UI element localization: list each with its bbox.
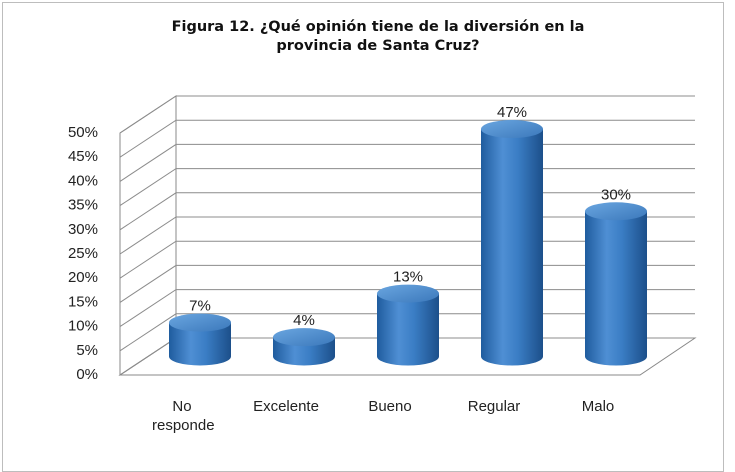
y-tick-label: 5% xyxy=(76,342,98,359)
page: Figura 12. ¿Qué opinión tiene de la dive… xyxy=(2,2,724,472)
value-label: 4% xyxy=(293,312,315,329)
cylinder-top xyxy=(273,328,335,347)
value-label: 47% xyxy=(497,104,527,121)
cylinder xyxy=(585,211,647,366)
cylinder-top xyxy=(377,284,439,303)
y-tick-label: 0% xyxy=(76,366,98,383)
value-label: 13% xyxy=(393,269,423,286)
cylinder-top xyxy=(481,120,543,139)
x-tick-label: Excelente xyxy=(253,398,319,415)
y-tick-label: 40% xyxy=(68,172,98,189)
y-tick-label: 25% xyxy=(68,245,98,262)
grid-line xyxy=(119,143,695,182)
cylinder xyxy=(481,129,543,366)
chart: 0% 5% 10% 15% 20% 25% 30% 35% 40% 45% 50% 7% 4% 13% 47… xyxy=(68,95,697,383)
cylinder-top xyxy=(585,202,647,221)
y-tick-label: 35% xyxy=(68,197,98,214)
cylinder xyxy=(169,322,231,366)
y-tick-label: 15% xyxy=(68,293,98,310)
grid-line xyxy=(119,95,695,134)
x-tick-label: No responde xyxy=(152,398,215,434)
y-tick-label: 45% xyxy=(68,148,98,165)
x-tick-label: Bueno xyxy=(368,398,412,415)
y-tick-label: 20% xyxy=(68,269,98,286)
y-tick-label: 50% xyxy=(68,124,98,141)
x-tick-label: Regular xyxy=(467,398,521,415)
y-tick-label: 10% xyxy=(68,318,98,335)
value-label: 7% xyxy=(189,298,211,315)
value-label: 30% xyxy=(601,186,631,203)
cylinder xyxy=(377,293,439,366)
grid-line xyxy=(119,119,695,158)
y-tick-label: 30% xyxy=(68,221,98,238)
cylinder-top xyxy=(169,313,231,332)
chart-title: Figura 12. ¿Qué opinión tiene de la dive… xyxy=(171,19,585,54)
x-tick-label: Malo xyxy=(581,398,615,415)
